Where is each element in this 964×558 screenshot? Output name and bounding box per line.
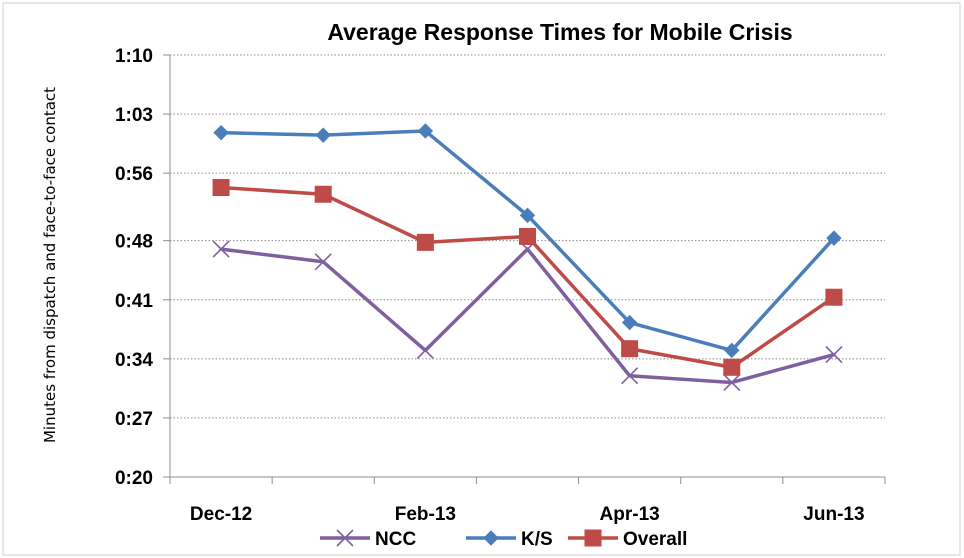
y-tick-label: 1:03 — [115, 105, 153, 126]
x-tick-label: Apr-13 — [600, 504, 660, 525]
legend: NCC K/S Overall — [320, 529, 687, 550]
x-tick-label: Feb-13 — [395, 504, 456, 525]
data-point — [416, 233, 434, 251]
y-tick-label: 1:10 — [115, 46, 153, 67]
legend-marker — [483, 530, 499, 546]
legend-marker — [584, 529, 602, 547]
data-point — [417, 123, 434, 139]
series-group — [212, 123, 843, 392]
data-point — [723, 358, 741, 376]
data-point — [621, 340, 639, 358]
series-k-s — [213, 123, 842, 359]
legend-item: NCC — [320, 529, 416, 550]
data-point — [826, 230, 842, 246]
data-point — [519, 207, 536, 224]
marker-stroke — [825, 346, 843, 364]
data-point — [212, 179, 230, 197]
x-tick-label: Dec-12 — [190, 504, 252, 525]
legend-item: K/S — [466, 529, 553, 550]
legend-label: NCC — [375, 529, 416, 550]
x-tick-label: Jun-13 — [803, 504, 864, 525]
data-point — [825, 288, 843, 306]
legend-marker — [336, 529, 354, 547]
data-point — [825, 346, 843, 364]
legend-label: K/S — [521, 529, 553, 550]
marker-stroke — [336, 529, 354, 547]
chart-title: Average Response Times for Mobile Crisis — [327, 19, 792, 45]
data-point — [314, 185, 332, 203]
y-tick-label: 0:27 — [115, 409, 153, 430]
marker-stroke — [416, 341, 434, 359]
series-ncc — [212, 240, 843, 392]
marker-stroke — [212, 240, 230, 258]
axes: 0:20 0:27 0:34 0:41 0:48 0:56 1:03 1:10 Dec-12 Fe… — [115, 46, 886, 525]
marker-stroke — [621, 367, 639, 385]
data-point — [724, 342, 740, 359]
y-tick-label: 0:41 — [115, 291, 153, 312]
data-point — [315, 127, 331, 143]
data-point — [621, 367, 639, 385]
marker-stroke — [723, 373, 741, 392]
marker-stroke — [314, 253, 332, 271]
y-tick-label: 0:48 — [115, 232, 153, 253]
data-point — [213, 124, 229, 141]
data-point — [621, 314, 638, 331]
data-point — [416, 341, 434, 359]
data-point — [314, 253, 332, 271]
y-axis-label: Minutes from dispatch and face-to-face c… — [41, 87, 59, 443]
legend-item: Overall — [568, 529, 687, 550]
y-tick-label: 0:34 — [115, 350, 153, 371]
legend-label: Overall — [623, 529, 687, 550]
data-point — [212, 240, 230, 258]
y-tick-label: 0:20 — [115, 468, 153, 489]
series-overall — [212, 179, 843, 376]
data-point — [519, 227, 536, 245]
data-point — [723, 373, 741, 392]
y-tick-label: 0:56 — [115, 164, 153, 185]
gridlines — [170, 54, 885, 419]
